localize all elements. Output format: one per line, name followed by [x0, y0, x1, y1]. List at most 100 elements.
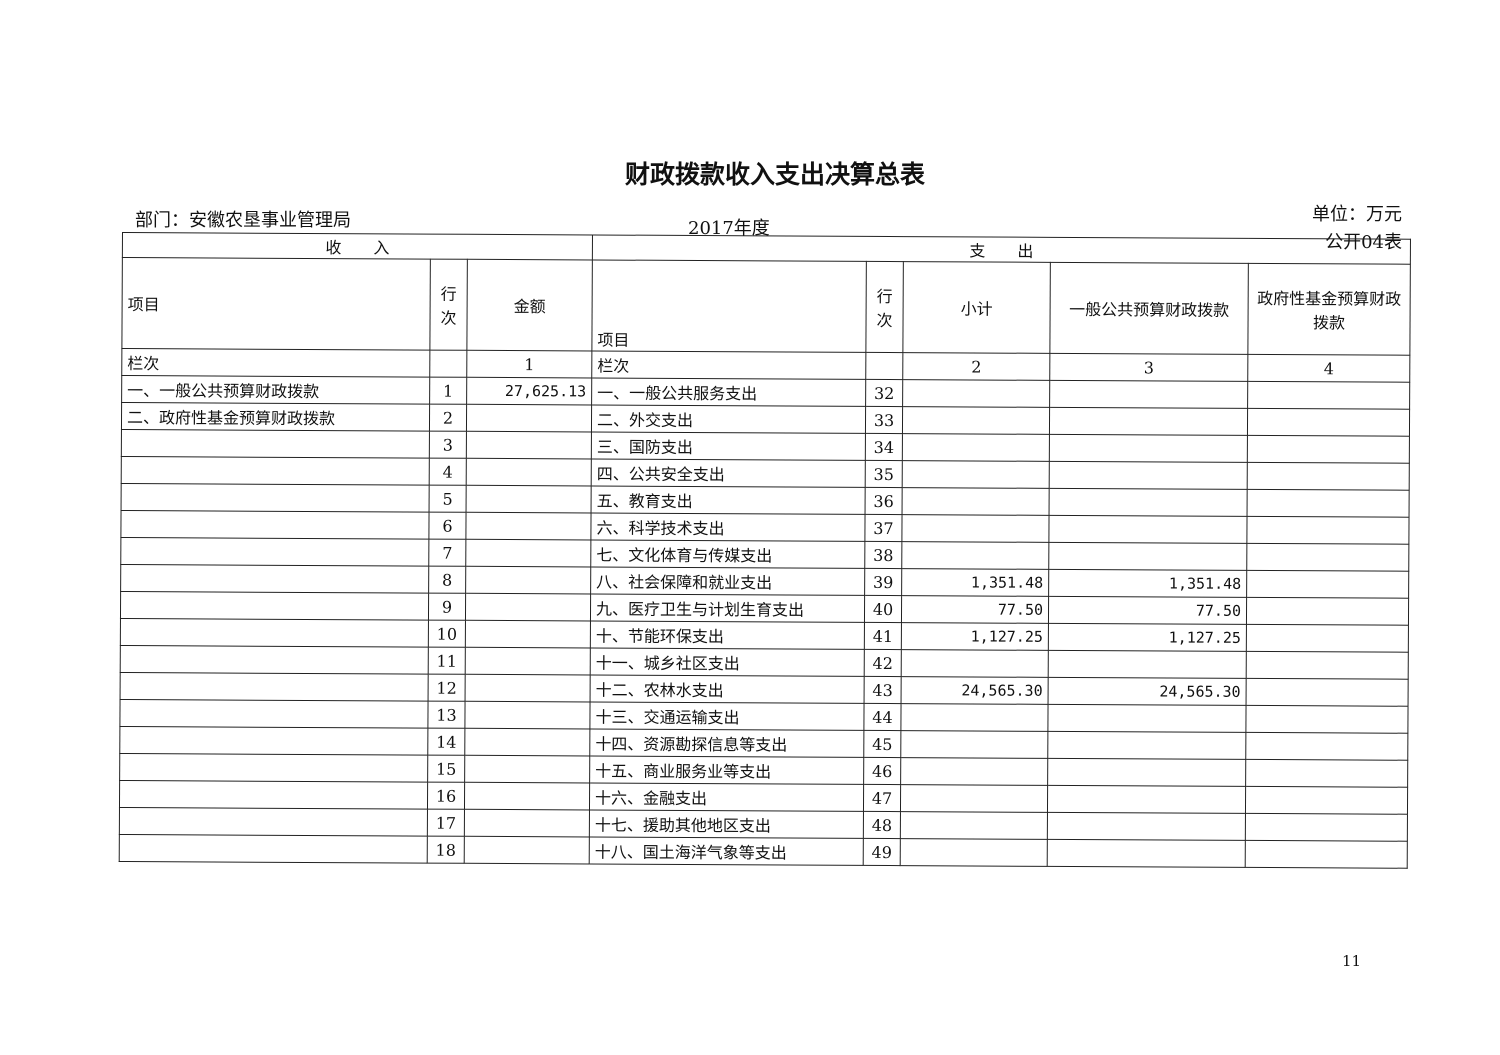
cell-general — [1047, 758, 1246, 787]
cell-in-item — [119, 699, 429, 729]
cell-ex-line: 34 — [865, 433, 903, 461]
cell-in-amount — [466, 485, 592, 513]
cell-ex-item: 八、社会保障和就业支出 — [590, 566, 865, 596]
cell-general — [1047, 812, 1246, 841]
general-budget-header: 一般公共预算财政拨款 — [1049, 262, 1249, 355]
table-row: 18 十八、国土海洋气象等支出 49 — [119, 834, 1408, 869]
cell-in-item — [120, 645, 429, 675]
cell-in-amount — [465, 539, 591, 567]
cell-in-item — [119, 726, 428, 756]
cell-ex-item: 三、国防支出 — [591, 431, 866, 461]
cell-in-amount — [464, 836, 590, 864]
cell-fund — [1247, 381, 1410, 410]
cell-general — [1049, 434, 1248, 463]
cell-subtotal: 77.50 — [901, 595, 1049, 624]
cell-in-item — [120, 510, 430, 540]
cell-in-amount — [465, 566, 591, 594]
income-item-header: 项目 — [121, 257, 431, 351]
cell-ex-line: 45 — [863, 730, 901, 758]
cell-ex-line: 43 — [864, 676, 902, 704]
empty-cell — [865, 352, 903, 380]
col-number: 3 — [1049, 353, 1248, 382]
cell-in-line: 14 — [427, 728, 465, 756]
cell-ex-line: 33 — [865, 406, 903, 434]
cell-in-line: 7 — [428, 539, 466, 567]
cell-subtotal — [902, 487, 1050, 516]
cell-fund — [1247, 462, 1410, 491]
cell-ex-line: 38 — [864, 541, 902, 569]
cell-ex-item: 十二、农林水支出 — [590, 674, 865, 704]
cell-fund — [1245, 813, 1408, 842]
cell-in-line: 8 — [428, 566, 466, 594]
cell-in-amount — [465, 647, 591, 675]
cell-ex-item: 十一、城乡社区支出 — [590, 647, 865, 677]
cell-subtotal — [900, 838, 1048, 867]
cell-ex-item: 二、外交支出 — [591, 404, 866, 434]
cell-in-item — [121, 429, 430, 459]
cell-in-line: 11 — [428, 647, 466, 675]
fund-budget-header: 政府性基金预算财政拨款 — [1247, 263, 1411, 356]
cell-ex-item: 十、节能环保支出 — [590, 620, 865, 650]
cell-subtotal: 1,127.25 — [901, 622, 1049, 651]
cell-ex-item: 十五、商业服务业等支出 — [589, 755, 864, 785]
empty-cell — [429, 350, 467, 378]
cell-in-line: 15 — [427, 755, 465, 783]
cell-in-item — [121, 456, 430, 486]
income-header: 收 入 — [122, 232, 593, 260]
cell-in-item — [120, 672, 429, 702]
fiscal-year: 2017年度 — [688, 218, 770, 239]
cell-general — [1048, 515, 1248, 544]
cell-general: 1,351.48 — [1048, 569, 1247, 598]
cell-general — [1049, 407, 1248, 436]
cell-ex-line: 40 — [864, 595, 902, 623]
unit-label: 单位：万元 — [1312, 204, 1402, 225]
cell-general — [1049, 461, 1248, 490]
cell-in-item — [121, 483, 430, 513]
cell-in-item — [120, 618, 429, 648]
cell-ex-item: 四、公共安全支出 — [591, 458, 866, 488]
cell-subtotal — [900, 757, 1048, 786]
cell-in-line: 2 — [429, 404, 467, 432]
cell-fund — [1245, 732, 1408, 761]
budget-table: 收 入 支 出 项目 行次 金额 项目 行次 小计 一般公共预算财政拨款 政府性… — [119, 232, 1411, 869]
cell-fund — [1245, 840, 1408, 869]
cell-subtotal — [900, 811, 1048, 840]
cell-in-amount — [465, 620, 591, 648]
form-number: 公开04表 — [1325, 232, 1402, 253]
cell-in-amount — [465, 674, 591, 702]
cell-subtotal — [900, 703, 1049, 732]
cell-in-amount — [466, 404, 592, 432]
cell-in-amount — [464, 728, 590, 756]
cell-general — [1049, 488, 1248, 517]
cell-in-item: 二、政府性基金预算财政拨款 — [121, 402, 430, 432]
cell-ex-item: 十六、金融支出 — [589, 782, 864, 812]
cell-in-line: 12 — [428, 674, 466, 702]
cell-in-line: 18 — [427, 836, 465, 864]
cell-in-line: 16 — [427, 782, 465, 810]
cell-subtotal: 1,351.48 — [901, 568, 1049, 597]
expense-item-header: 项目 — [591, 259, 867, 353]
cell-in-amount — [464, 701, 591, 729]
cell-in-line: 10 — [428, 620, 466, 648]
col-number: 2 — [902, 352, 1050, 381]
page-title: 财政拨款收入支出决算总表 — [624, 160, 925, 189]
cell-ex-item: 六、科学技术支出 — [590, 512, 866, 542]
cell-fund — [1246, 597, 1409, 626]
cell-ex-line: 32 — [865, 379, 903, 407]
cell-in-line: 3 — [429, 431, 467, 459]
cell-ex-item: 九、医疗卫生与计划生育支出 — [590, 593, 865, 623]
cell-fund — [1246, 678, 1409, 707]
amount-header: 金额 — [466, 259, 593, 351]
department: 部门：安徽农垦事业管理局 — [135, 210, 351, 231]
cell-in-line: 9 — [428, 593, 466, 621]
cell-ex-item: 五、教育支出 — [591, 485, 866, 515]
cell-fund — [1245, 705, 1409, 734]
cell-ex-line: 47 — [863, 784, 901, 812]
expense-line-header: 行次 — [865, 261, 904, 353]
subtotal-header: 小计 — [902, 261, 1051, 354]
cell-in-line: 1 — [429, 377, 467, 405]
cell-general — [1047, 731, 1246, 760]
cell-fund — [1246, 516, 1410, 545]
cell-in-line: 6 — [428, 512, 467, 540]
col-label: 栏次 — [121, 348, 430, 378]
